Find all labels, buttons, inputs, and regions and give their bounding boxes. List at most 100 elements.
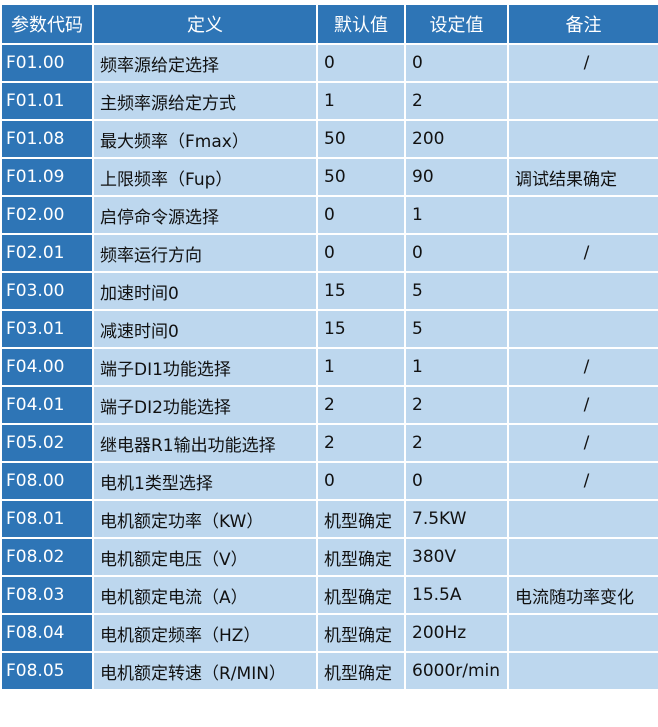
definition-cell: 加速时间0: [92, 271, 318, 311]
note-cell: [507, 309, 658, 349]
default-value-cell: 50: [316, 119, 406, 159]
note-cell: /: [507, 423, 658, 463]
param-code-cell: F03.01: [0, 309, 94, 349]
definition-cell: 电机额定功率（KW）: [92, 499, 318, 539]
note-cell: [507, 195, 658, 235]
column-header: 参数代码: [0, 3, 94, 45]
set-value-cell: 90: [404, 157, 509, 197]
set-value-cell: 0: [404, 233, 509, 273]
note-cell: /: [507, 233, 658, 273]
default-value-cell: 0: [316, 43, 406, 83]
table-row: F01.00 频率源给定选择 0 0/: [0, 43, 658, 83]
note-cell: /: [507, 347, 658, 387]
default-value-cell: 机型确定: [316, 651, 406, 691]
set-value-cell: 200Hz: [404, 613, 509, 653]
column-header: 备注: [507, 3, 658, 45]
param-code-cell: F04.00: [0, 347, 94, 387]
note-cell: /: [507, 385, 658, 425]
table-row: F04.01 端子DI2功能选择 2 2/: [0, 385, 658, 425]
set-value-cell: 0: [404, 43, 509, 83]
default-value-cell: 2: [316, 423, 406, 463]
table-row: F01.08 最大频率（Fmax） 50 200: [0, 119, 658, 159]
default-value-cell: 15: [316, 271, 406, 311]
definition-cell: 主频率源给定方式: [92, 81, 318, 121]
table-row: F08.03 电机额定电流（A） 机型确定 15.5A 电流随功率变化: [0, 575, 658, 615]
set-value-cell: 2: [404, 81, 509, 121]
set-value-cell: 200: [404, 119, 509, 159]
header-row: 参数代码 定义 默认值 设定值 备注: [0, 3, 658, 45]
default-value-cell: 0: [316, 195, 406, 235]
param-code-cell: F03.00: [0, 271, 94, 311]
set-value-cell: 15.5A: [404, 575, 509, 615]
param-code-cell: F05.02: [0, 423, 94, 463]
definition-cell: 电机额定频率（HZ）: [92, 613, 318, 653]
definition-cell: 电机额定电压（V）: [92, 537, 318, 577]
param-code-cell: F08.04: [0, 613, 94, 653]
param-code-cell: F01.09: [0, 157, 94, 197]
note-cell: 电流随功率变化: [507, 575, 658, 615]
default-value-cell: 15: [316, 309, 406, 349]
param-code-cell: F04.01: [0, 385, 94, 425]
note-cell: [507, 613, 658, 653]
column-header: 设定值: [404, 3, 509, 45]
column-header: 定义: [92, 3, 318, 45]
param-code-cell: F08.05: [0, 651, 94, 691]
note-cell: [507, 499, 658, 539]
set-value-cell: 5: [404, 271, 509, 311]
set-value-cell: 1: [404, 347, 509, 387]
table-row: F08.00 电机1类型选择 0 0/: [0, 461, 658, 501]
table-row: F03.00 加速时间0 15 5: [0, 271, 658, 311]
param-code-cell: F08.03: [0, 575, 94, 615]
param-code-cell: F02.01: [0, 233, 94, 273]
definition-cell: 减速时间0: [92, 309, 318, 349]
table-row: F04.00 端子DI1功能选择 1 1/: [0, 347, 658, 387]
table-row: F08.04 电机额定频率（HZ） 机型确定 200Hz: [0, 613, 658, 653]
definition-cell: 电机额定转速（R/MIN）: [92, 651, 318, 691]
definition-cell: 端子DI1功能选择: [92, 347, 318, 387]
default-value-cell: 1: [316, 347, 406, 387]
param-code-cell: F01.00: [0, 43, 94, 83]
default-value-cell: 50: [316, 157, 406, 197]
set-value-cell: 1: [404, 195, 509, 235]
default-value-cell: 1: [316, 81, 406, 121]
note-cell: /: [507, 43, 658, 83]
table-row: F01.01 主频率源给定方式 1 2: [0, 81, 658, 121]
param-code-cell: F08.01: [0, 499, 94, 539]
definition-cell: 继电器R1输出功能选择: [92, 423, 318, 463]
param-code-cell: F01.01: [0, 81, 94, 121]
param-code-cell: F02.00: [0, 195, 94, 235]
default-value-cell: 机型确定: [316, 499, 406, 539]
table-row: F02.01 频率运行方向 0 0/: [0, 233, 658, 273]
default-value-cell: 0: [316, 461, 406, 501]
table-row: F03.01 减速时间0 15 5: [0, 309, 658, 349]
definition-cell: 启停命令源选择: [92, 195, 318, 235]
table-row: F02.00 启停命令源选择 0 1: [0, 195, 658, 235]
param-code-cell: F08.00: [0, 461, 94, 501]
set-value-cell: 380V: [404, 537, 509, 577]
definition-cell: 端子DI2功能选择: [92, 385, 318, 425]
table-row: F08.01 电机额定功率（KW） 机型确定 7.5KW: [0, 499, 658, 539]
table-row: F01.09 上限频率（Fup） 50 90 调试结果确定: [0, 157, 658, 197]
column-header: 默认值: [316, 3, 406, 45]
set-value-cell: 0: [404, 461, 509, 501]
default-value-cell: 机型确定: [316, 613, 406, 653]
default-value-cell: 0: [316, 233, 406, 273]
table-row: F08.05 电机额定转速（R/MIN） 机型确定 6000r/min: [0, 651, 658, 691]
definition-cell: 电机额定电流（A）: [92, 575, 318, 615]
set-value-cell: 2: [404, 423, 509, 463]
param-code-cell: F08.02: [0, 537, 94, 577]
definition-cell: 频率源给定选择: [92, 43, 318, 83]
parameter-table: 参数代码 定义 默认值 设定值 备注 F01.00 频率源给定选择 0 0/F01.01 主频率…: [0, 3, 658, 691]
definition-cell: 上限频率（Fup）: [92, 157, 318, 197]
table-row: F08.02 电机额定电压（V） 机型确定 380V: [0, 537, 658, 577]
note-cell: 调试结果确定: [507, 157, 658, 197]
set-value-cell: 7.5KW: [404, 499, 509, 539]
note-cell: [507, 271, 658, 311]
note-cell: [507, 537, 658, 577]
note-cell: [507, 119, 658, 159]
param-code-cell: F01.08: [0, 119, 94, 159]
note-cell: [507, 651, 658, 691]
default-value-cell: 2: [316, 385, 406, 425]
definition-cell: 最大频率（Fmax）: [92, 119, 318, 159]
definition-cell: 电机1类型选择: [92, 461, 318, 501]
